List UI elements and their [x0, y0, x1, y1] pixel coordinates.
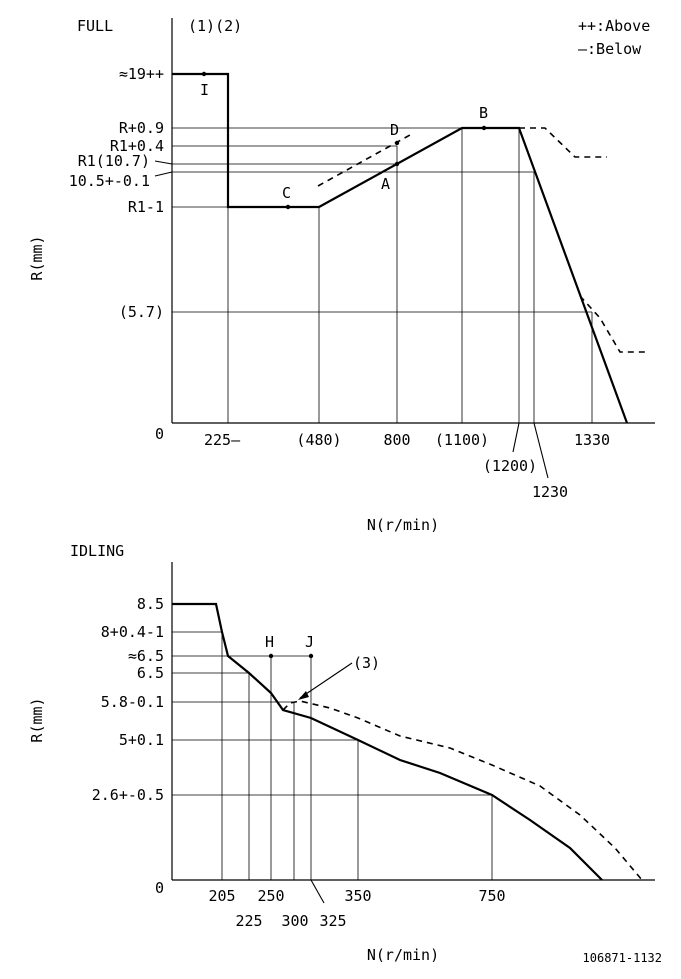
full-curve [172, 72, 629, 424]
iylabel-65a: ≈6.5 [128, 647, 164, 665]
ixlabel-350: 350 [344, 887, 371, 905]
xlabel-1200: (1200) [483, 457, 537, 475]
full-notes: (1)(2) [188, 17, 242, 35]
idling-dashed-curve [282, 700, 643, 881]
full-panel: FULL (1)(2) ++:Above —:Below [28, 17, 655, 534]
leader-105 [154, 171, 173, 177]
ixlabel-250: 250 [257, 887, 284, 905]
idling-x-axis-title: N(r/min) [367, 946, 439, 964]
full-x-axis-title: N(r/min) [367, 516, 439, 534]
leader-1230 [533, 422, 549, 479]
point-i-dot [201, 71, 207, 77]
iylabel-85: 8.5 [137, 595, 164, 613]
leader-r1 [154, 160, 173, 165]
idling-curve [172, 602, 603, 881]
point-a-label: A [381, 175, 390, 193]
point-b-label: B [479, 104, 488, 122]
iylabel-5: 5+0.1 [119, 731, 164, 749]
point-h-label: H [265, 633, 274, 651]
point-i-label: I [200, 81, 209, 99]
xlabel-1100: (1100) [435, 431, 489, 449]
ileader-note3-arrow [298, 691, 309, 700]
dashed-above-lower [579, 295, 648, 353]
legend-below: —:Below [578, 40, 642, 58]
point-d-dot [394, 140, 400, 146]
xlabel-1330: 1330 [574, 431, 610, 449]
iylabel-8: 8+0.4-1 [101, 623, 164, 641]
point-a-dot [394, 161, 400, 167]
ylabel-r1m1: R1-1 [128, 198, 164, 216]
point-d-label: D [390, 121, 399, 139]
xlabel-225: 225— [204, 431, 241, 449]
idling-y-axis-title: R(mm) [28, 697, 46, 742]
xlabel-800: 800 [383, 431, 410, 449]
iylabel-65: 6.5 [137, 664, 164, 682]
iylabel-26: 2.6+-0.5 [92, 786, 164, 804]
ixlabel-750: 750 [478, 887, 505, 905]
full-title: FULL [77, 17, 113, 35]
xlabel-1230: 1230 [532, 483, 568, 501]
point-b-dot [481, 125, 487, 131]
ileader-325 [310, 879, 325, 904]
point-c-dot [285, 204, 291, 210]
ixlabel-300: 300 [281, 912, 308, 930]
ylabel-57: (5.7) [119, 303, 164, 321]
ylabel-r1: R1(10.7) [78, 152, 150, 170]
dashed-above-upper [519, 127, 607, 158]
drawing-number: 106871-1132 [583, 951, 662, 965]
full-y-axis-title: R(mm) [28, 235, 46, 280]
ixlabel-325: 325 [319, 912, 346, 930]
ylabel-105: 10.5+-0.1 [69, 172, 150, 190]
ylabel-zero: 0 [155, 425, 164, 443]
ileader-note3 [299, 662, 353, 699]
leader-1200 [512, 422, 520, 453]
legend-above: ++:Above [578, 17, 650, 35]
point-h-dot [268, 653, 274, 659]
ylabel-r09: R+0.9 [119, 119, 164, 137]
ylabel-19: ≈19++ [119, 65, 164, 83]
ixlabel-205: 205 [208, 887, 235, 905]
point-c-label: C [282, 184, 291, 202]
ixlabel-225: 225 [235, 912, 262, 930]
iylabel-58: 5.8-0.1 [101, 693, 164, 711]
idling-note: (3) [353, 654, 380, 672]
point-j-dot [308, 653, 314, 659]
idling-panel: IDLING H J (3) 8.5 8+0. [28, 542, 655, 964]
iylabel-zero: 0 [155, 879, 164, 897]
xlabel-480: (480) [296, 431, 341, 449]
point-j-label: J [305, 633, 314, 651]
idling-title: IDLING [70, 542, 124, 560]
ylabel-r104: R1+0.4 [110, 137, 164, 155]
